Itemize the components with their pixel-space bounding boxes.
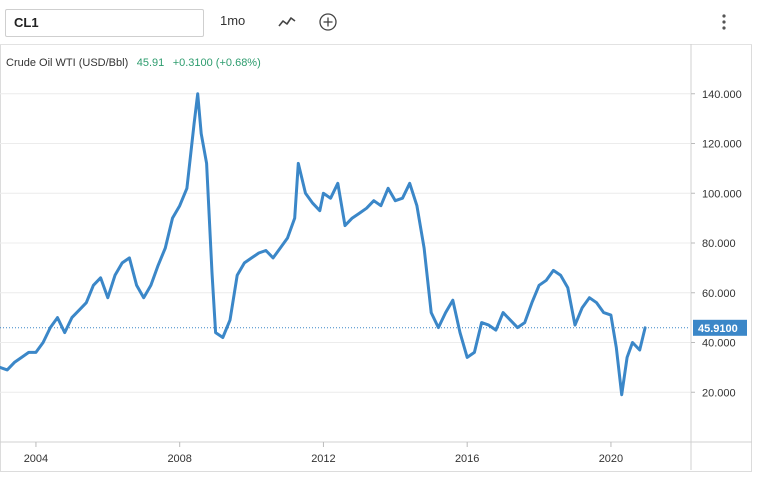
- price-series-line: [0, 92, 647, 397]
- x-tick-label: 2012: [311, 453, 335, 465]
- legend-change: +0.3100 (+0.68%): [173, 57, 261, 69]
- legend-series-name: Crude Oil WTI (USD/Bbl): [6, 57, 128, 69]
- chart-toolbar: CL1 1mo: [0, 0, 752, 45]
- last-price-label: 45.9100: [698, 323, 738, 335]
- y-tick-label: 20.000: [702, 387, 736, 399]
- y-tick-label: 80.000: [702, 238, 736, 250]
- last-price-badge: 45.9100: [693, 319, 747, 336]
- symbol-input[interactable]: CL1: [5, 9, 204, 37]
- x-tick-label: 2016: [455, 453, 479, 465]
- y-axis: 20.000 40.000 60.000 80.000 100.000 120.000 14…: [691, 89, 742, 399]
- interval-selector[interactable]: 1mo: [220, 13, 246, 28]
- y-tick-label: 60.000: [702, 288, 736, 300]
- x-tick-label: 2008: [167, 453, 191, 465]
- legend: Crude Oil WTI (USD/Bbl) 45.91 +0.3100 (+…: [6, 53, 261, 70]
- legend-last-value: 45.91: [137, 57, 165, 69]
- x-tick-label: 2004: [24, 453, 48, 465]
- price-chart[interactable]: 20.000 40.000 60.000 80.000 100.000 120.000 14…: [0, 44, 758, 478]
- line-chart-icon[interactable]: [277, 13, 297, 31]
- x-axis: 2004 2008 2012 2016 2020: [24, 442, 623, 465]
- y-tick-label: 120.000: [702, 139, 742, 151]
- y-tick-label: 140.000: [702, 89, 742, 101]
- x-tick-label: 2020: [599, 453, 623, 465]
- add-comparison-icon[interactable]: [318, 12, 338, 32]
- y-tick-label: 40.000: [702, 338, 736, 350]
- vertical-dots-menu-icon[interactable]: [718, 12, 730, 32]
- grid-lines: [0, 93, 690, 393]
- y-tick-label: 100.000: [702, 188, 742, 200]
